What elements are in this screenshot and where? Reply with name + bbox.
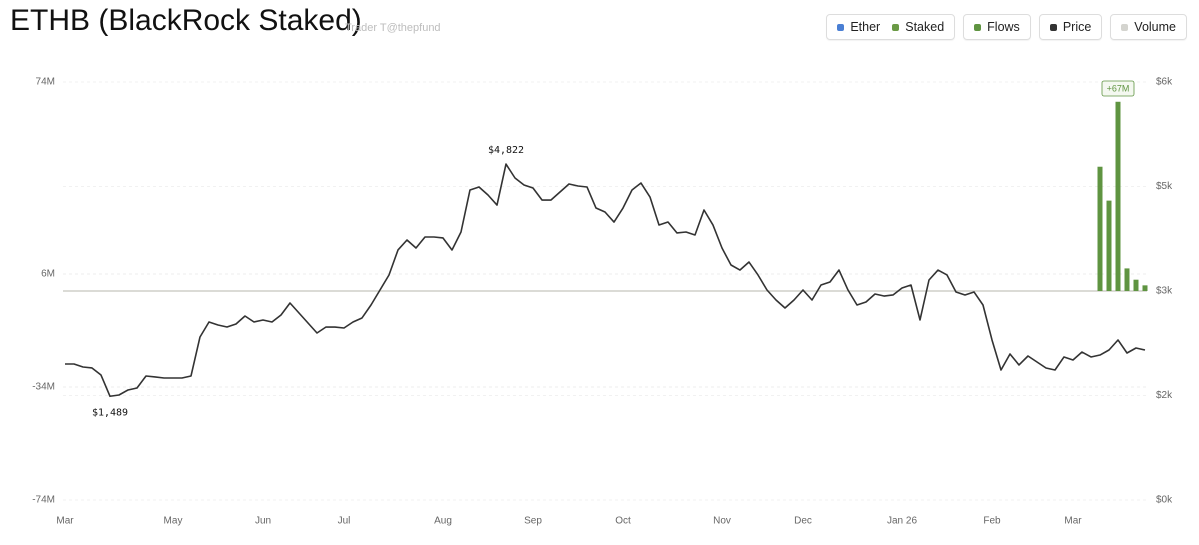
x-tick-label: Jun xyxy=(255,516,271,527)
legend-swatch xyxy=(974,23,982,31)
x-tick-label: Aug xyxy=(434,516,452,527)
legend-button[interactable]: Flows xyxy=(963,14,1031,40)
x-tick-label: Dec xyxy=(794,516,812,527)
x-tick-label: Oct xyxy=(615,516,631,527)
price-line xyxy=(65,163,1146,398)
legend-swatch xyxy=(837,23,845,31)
value-label: $4,822 xyxy=(488,145,524,156)
x-tick-label: Mar xyxy=(1064,516,1082,527)
y2-tick-label: $6k xyxy=(1156,77,1173,88)
legend-label: Price xyxy=(1062,20,1092,34)
value-label: +67M xyxy=(1107,83,1130,93)
legend-label: Ether xyxy=(850,20,881,34)
flow-bar xyxy=(1097,166,1103,291)
y-tick-label: 74M xyxy=(36,77,55,88)
y-tick-label: 6M xyxy=(41,269,55,280)
x-tick-label: Jul xyxy=(338,516,351,527)
legend-label: Flows xyxy=(987,20,1020,34)
x-tick-label: Feb xyxy=(983,516,1001,527)
x-tick-label: Nov xyxy=(713,516,731,527)
y2-tick-label: $3k xyxy=(1156,286,1173,297)
legend-label: Volume xyxy=(1134,20,1176,34)
value-label-box xyxy=(1101,80,1135,97)
x-tick-label: Sep xyxy=(524,516,542,527)
x-tick-label: May xyxy=(164,516,183,527)
flow-bar xyxy=(1124,268,1130,291)
y2-tick-label: $5k xyxy=(1156,181,1173,192)
x-tick-label: Mar xyxy=(56,516,74,527)
flow-bar xyxy=(1115,101,1121,292)
flow-bar xyxy=(1133,279,1139,291)
chart-title: ETHB (BlackRock Staked) xyxy=(10,4,362,37)
legend-swatch xyxy=(1121,23,1129,31)
legend-button[interactable]: Price xyxy=(1038,14,1103,40)
x-tick-label: Jan 26 xyxy=(887,516,917,527)
y2-tick-label: $2k xyxy=(1156,390,1173,401)
value-label: $1,489 xyxy=(92,407,128,418)
legend-swatch xyxy=(892,23,900,31)
legend-button[interactable]: Volume xyxy=(1110,14,1187,40)
legend: Ether Staked Flows Price Volume xyxy=(826,14,1187,40)
legend-label: Staked xyxy=(905,20,945,34)
chart-subtitle: Trader T@thepfund xyxy=(345,22,441,34)
y2-tick-label: $0k xyxy=(1156,495,1173,506)
flow-bar xyxy=(1142,285,1148,291)
y-tick-label: -74M xyxy=(32,495,55,506)
legend-swatch xyxy=(1049,23,1057,31)
flow-bar xyxy=(1106,200,1112,291)
y-tick-label: -34M xyxy=(32,382,55,393)
legend-button[interactable]: Ether Staked xyxy=(826,14,956,40)
